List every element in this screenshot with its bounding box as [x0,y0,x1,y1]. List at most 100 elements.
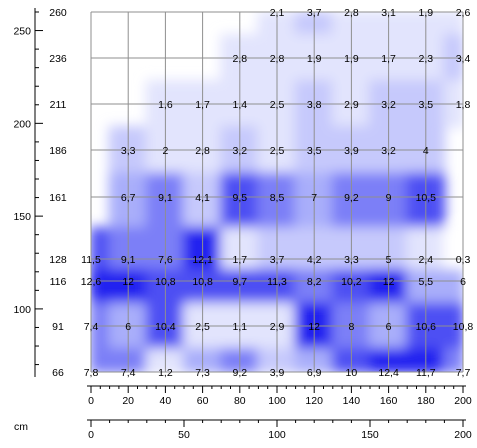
data-label: 6 [460,276,466,288]
grid-lines [90,11,464,373]
heat-cell [443,348,463,372]
x-top-tick-label: 140 [343,395,361,407]
row-label: 186 [49,145,67,157]
x-bottom-tick-label: 100 [268,429,286,441]
data-label: 3,1 [381,7,396,19]
data-label: 9 [386,192,392,204]
data-label: 6 [386,321,392,333]
data-label: 2,6 [456,7,471,19]
data-label: 2,8 [270,53,285,65]
row-label: 128 [49,254,67,266]
x-top-tick-label: 20 [122,395,134,407]
data-label: 1,7 [195,99,210,111]
x-bottom-tick-label: 200 [454,429,472,441]
row-label: 260 [49,7,67,19]
x-top-tick-label: 100 [268,395,286,407]
row-label: 236 [49,53,67,65]
data-label: 2,8 [195,145,210,157]
data-label: 10 [346,367,358,379]
data-label: 10,2 [341,276,362,288]
data-label: 3,4 [456,53,471,65]
data-label: 11,7 [416,367,436,379]
data-label: 12 [383,276,395,288]
row-labels: 260 236 211 186 161 128 116 91 66 [49,7,67,379]
data-label: 7,4 [84,321,99,333]
x-top-tick-label: 40 [160,395,172,407]
data-label: 1,2 [158,367,173,379]
unit-label: cm [14,421,28,433]
value-labels: 2,1 3,7 2,8 3,1 1,9 2,6 2,8 2,8 1,9 1,9 1,7 2,3 3,4 1… [81,7,474,379]
data-label: 10,8 [192,276,213,288]
heat-cell [91,227,111,271]
data-label: 7,4 [121,367,136,379]
row-label: 211 [50,99,67,111]
y-axis: 250 200 150 100 [13,8,43,377]
data-label: 3,2 [381,145,396,157]
y-tick-label: 100 [13,304,31,316]
data-label: 8,5 [270,192,285,204]
data-label: 6,7 [121,192,136,204]
data-label: 1,9 [418,7,433,19]
row-label: 161 [49,192,67,204]
row-label: 116 [50,276,67,288]
data-label: 3,5 [307,145,322,157]
data-label: 2,9 [344,99,359,111]
data-label: 0,3 [456,254,471,266]
y-tick-label: 150 [13,211,31,223]
x-top-tick-label: 200 [454,395,472,407]
data-label: 2 [162,145,168,157]
data-label: 3,7 [270,254,285,266]
data-label: 9,5 [232,192,247,204]
data-label: 2,8 [344,7,359,19]
data-label: 10,8 [155,276,176,288]
data-label: 1,9 [307,53,322,65]
x-axis-top: 0 20 40 60 80 100 120 140 160 180 200 [87,385,472,407]
x-top-tick-label: 120 [305,395,323,407]
data-label: 3,3 [121,145,136,157]
data-label: 7 [311,192,317,204]
data-label: 3,3 [344,254,359,266]
data-label: 10,5 [416,192,437,204]
data-label: 4 [423,145,429,157]
data-label: 7,3 [195,367,210,379]
data-label: 9,2 [344,192,359,204]
data-label: 9,7 [232,276,247,288]
data-label: 7,8 [84,367,99,379]
x-top-tick-label: 0 [88,395,94,407]
y-tick-label: 250 [13,26,31,38]
data-label: 11,5 [81,254,101,266]
heat-cell [443,227,463,271]
heat-cell [91,269,111,305]
row-label: 66 [52,367,64,379]
data-label: 10,6 [416,321,437,333]
heat-cell [91,348,111,372]
heat-cell [443,269,463,305]
data-label: 9,1 [158,192,173,204]
data-label: 12,4 [378,367,399,379]
data-label: 1,7 [232,254,247,266]
data-label: 11,3 [267,276,287,288]
data-label: 3,9 [270,367,285,379]
data-label: 1,4 [232,99,247,111]
x-top-tick-label: 160 [380,395,398,407]
data-label: 12,1 [192,254,213,266]
data-label: 1,9 [344,53,359,65]
data-label: 3,2 [232,145,247,157]
data-label: 7,6 [158,254,173,266]
data-label: 3,9 [344,145,359,157]
data-label: 3,2 [381,99,396,111]
data-label: 2,4 [418,254,433,266]
data-label: 6,9 [307,367,322,379]
data-label: 6 [125,321,131,333]
data-label: 2,1 [270,7,285,19]
data-label: 2,5 [270,145,285,157]
x-axis-bottom: 0 50 100 150 200 cm [14,419,472,441]
data-label: 1,7 [381,53,396,65]
data-label: 1,6 [158,99,173,111]
x-bottom-tick-label: 0 [88,429,94,441]
heat-cell [443,12,463,36]
data-label: 2,5 [195,321,210,333]
data-label: 3,7 [307,7,322,19]
data-label: 9,2 [232,367,247,379]
